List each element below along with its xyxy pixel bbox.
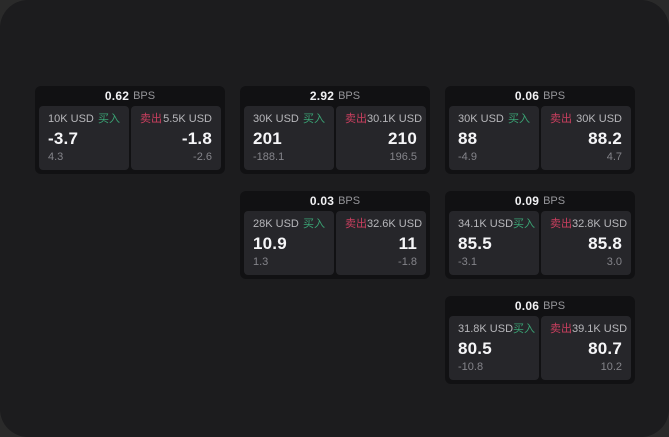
quote-card: 0.06 BPS 31.8K USD 买入 80.5 -10.8 卖出 39.1…	[445, 296, 635, 384]
bps-unit-label: BPS	[133, 90, 156, 102]
sell-panel[interactable]: 卖出 39.1K USD 80.7 10.2	[541, 316, 631, 380]
sell-size: 5.5K USD	[163, 113, 212, 125]
buy-panel[interactable]: 10K USD 买入 -3.7 4.3	[39, 106, 129, 170]
bps-header: 2.92 BPS	[240, 86, 430, 106]
bps-unit-label: BPS	[543, 90, 566, 102]
bps-header: 0.03 BPS	[240, 191, 430, 211]
quote-card-body: 31.8K USD 买入 80.5 -10.8 卖出 39.1K USD 80.…	[445, 316, 635, 384]
sell-price: 80.7	[588, 339, 622, 358]
bps-value: 2.92	[309, 89, 335, 103]
sell-price: 210	[388, 129, 417, 148]
sell-sub-value: -1.8	[398, 256, 417, 268]
quote-card: 2.92 BPS 30K USD 买入 201 -188.1 卖出 30.1K …	[240, 86, 430, 174]
sell-size: 32.8K USD	[572, 218, 628, 230]
bps-header: 0.09 BPS	[445, 191, 635, 211]
bps-header: 0.06 BPS	[445, 86, 635, 106]
sell-side-label: 卖出	[140, 113, 162, 125]
buy-sub-value: 4.3	[48, 151, 64, 163]
bps-header: 0.06 BPS	[445, 296, 635, 316]
buy-panel[interactable]: 34.1K USD 买入 85.5 -3.1	[449, 211, 539, 275]
sell-size: 30K USD	[576, 113, 622, 125]
sell-side-label: 卖出	[550, 323, 572, 335]
buy-price: 80.5	[458, 339, 492, 358]
sell-panel[interactable]: 卖出 30K USD 88.2 4.7	[541, 106, 631, 170]
bps-unit-label: BPS	[543, 195, 566, 207]
quote-card-body: 10K USD 买入 -3.7 4.3 卖出 5.5K USD -1.8 -2.…	[35, 106, 225, 174]
quote-card: 0.09 BPS 34.1K USD 买入 85.5 -3.1 卖出 32.8K…	[445, 191, 635, 279]
quote-card: 0.03 BPS 28K USD 买入 10.9 1.3 卖出 32.6K US…	[240, 191, 430, 279]
buy-sub-value: -4.9	[458, 151, 477, 163]
buy-price: 10.9	[253, 234, 287, 253]
buy-side-label: 买入	[513, 323, 536, 335]
sell-panel[interactable]: 卖出 30.1K USD 210 196.5	[336, 106, 426, 170]
bps-value: 0.09	[514, 194, 540, 208]
buy-side-label: 买入	[303, 113, 325, 125]
quote-card: 0.06 BPS 30K USD 买入 88 -4.9 卖出 30K USD	[445, 86, 635, 174]
buy-sub-value: -10.8	[458, 361, 484, 373]
bps-value: 0.03	[309, 194, 335, 208]
bps-value: 0.62	[104, 89, 130, 103]
buy-size: 31.8K USD	[458, 323, 514, 335]
buy-side-label: 买入	[98, 113, 120, 125]
buy-side-label: 买入	[303, 218, 325, 230]
buy-side-label: 买入	[513, 218, 536, 230]
sell-price: 85.8	[588, 234, 622, 253]
buy-size: 28K USD	[253, 218, 299, 230]
buy-size: 30K USD	[458, 113, 504, 125]
sell-side-label: 卖出	[345, 113, 367, 125]
sell-sub-value: -2.6	[193, 151, 212, 163]
sell-price: -1.8	[181, 129, 212, 148]
quote-card-body: 30K USD 买入 201 -188.1 卖出 30.1K USD 210 1…	[240, 106, 430, 174]
bps-unit-label: BPS	[338, 195, 361, 207]
bps-unit-label: BPS	[543, 300, 566, 312]
sell-panel[interactable]: 卖出 32.6K USD 11 -1.8	[336, 211, 426, 275]
sell-price: 11	[398, 234, 417, 253]
buy-price: 85.5	[458, 234, 492, 253]
buy-sub-value: 1.3	[253, 256, 269, 268]
quote-card: 0.62 BPS 10K USD 买入 -3.7 4.3 卖出 5.5K USD	[35, 86, 225, 174]
buy-sub-value: -188.1	[253, 151, 285, 163]
sell-price: 88.2	[588, 129, 622, 148]
sell-side-label: 卖出	[550, 113, 572, 125]
sell-size: 39.1K USD	[572, 323, 628, 335]
quote-board: 0.62 BPS 10K USD 买入 -3.7 4.3 卖出 5.5K USD	[35, 86, 635, 384]
bps-unit-label: BPS	[338, 90, 361, 102]
sell-size: 30.1K USD	[367, 113, 423, 125]
buy-panel[interactable]: 30K USD 买入 88 -4.9	[449, 106, 539, 170]
buy-size: 30K USD	[253, 113, 299, 125]
buy-price: -3.7	[48, 129, 79, 148]
sell-panel[interactable]: 卖出 32.8K USD 85.8 3.0	[541, 211, 631, 275]
buy-side-label: 买入	[508, 113, 530, 125]
sell-panel[interactable]: 卖出 5.5K USD -1.8 -2.6	[131, 106, 221, 170]
buy-panel[interactable]: 31.8K USD 买入 80.5 -10.8	[449, 316, 539, 380]
bps-value: 0.06	[514, 89, 540, 103]
quote-card-body: 28K USD 买入 10.9 1.3 卖出 32.6K USD 11 -1.8	[240, 211, 430, 279]
sell-side-label: 卖出	[345, 218, 367, 230]
quote-card-body: 34.1K USD 买入 85.5 -3.1 卖出 32.8K USD 85.8…	[445, 211, 635, 279]
buy-size: 34.1K USD	[458, 218, 514, 230]
sell-side-label: 卖出	[550, 218, 572, 230]
buy-price: 201	[253, 129, 282, 148]
sell-sub-value: 4.7	[606, 151, 622, 163]
sell-sub-value: 10.2	[600, 361, 622, 373]
bps-header: 0.62 BPS	[35, 86, 225, 106]
buy-panel[interactable]: 28K USD 买入 10.9 1.3	[244, 211, 334, 275]
buy-panel[interactable]: 30K USD 买入 201 -188.1	[244, 106, 334, 170]
sell-sub-value: 3.0	[606, 256, 622, 268]
quote-card-body: 30K USD 买入 88 -4.9 卖出 30K USD 88.2 4.7	[445, 106, 635, 174]
bps-value: 0.06	[514, 299, 540, 313]
sell-size: 32.6K USD	[367, 218, 423, 230]
buy-size: 10K USD	[48, 113, 94, 125]
buy-price: 88	[458, 129, 478, 148]
buy-sub-value: -3.1	[458, 256, 477, 268]
sell-sub-value: 196.5	[389, 151, 417, 163]
